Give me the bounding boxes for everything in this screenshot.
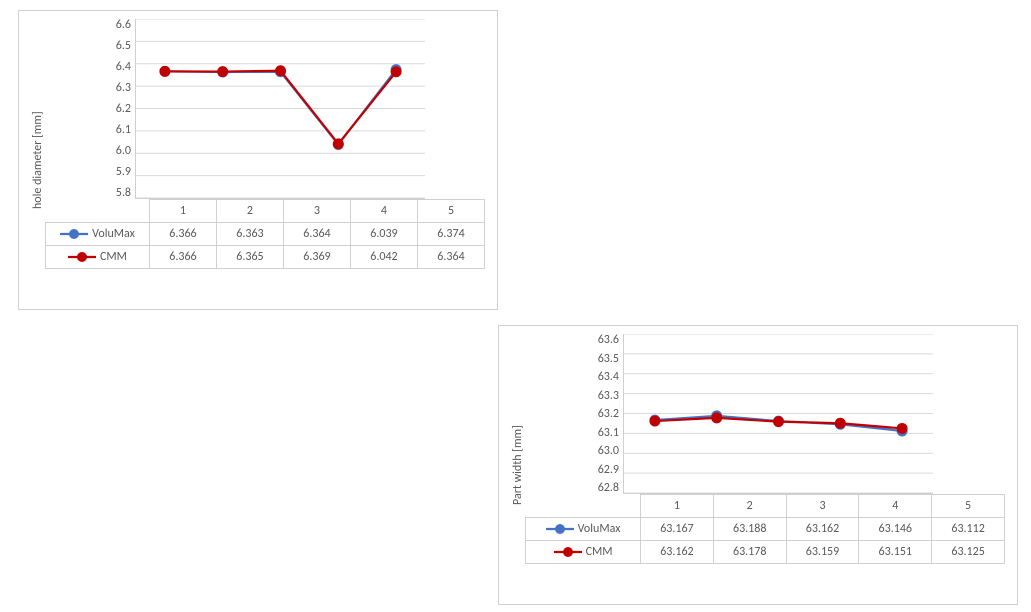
chart2-value-cell: 63.167: [641, 518, 714, 541]
chart2-category-header: 2: [713, 495, 786, 518]
chart1-ytick: 6.5: [45, 40, 131, 52]
chart1-value-cell: 6.366: [149, 223, 216, 246]
chart2-value-cell: 63.125: [932, 541, 1005, 564]
chart1-value-cell: 6.039: [350, 223, 417, 246]
chart2-panel: Part width [mm]63.663.563.463.363.263.16…: [498, 325, 1018, 605]
chart1-ytick: 5.9: [45, 166, 131, 178]
chart1-table-row: VoluMax 6.3666.3636.3646.0396.374: [46, 223, 485, 246]
chart2-ytick: 63.5: [525, 353, 619, 365]
chart2-ytick: 62.9: [525, 464, 619, 476]
chart2-ytick: 63.1: [525, 427, 619, 439]
chart2-value-cell: 63.146: [859, 518, 932, 541]
chart1-value-cell: 6.042: [350, 246, 417, 269]
chart1-ytick: 6.4: [45, 61, 131, 73]
chart1-series-line: [165, 70, 396, 145]
chart2-yticks: 63.6 63.5 63.4 63.3 63.2 63.1 63.0 62.9 62.8: [525, 334, 623, 494]
chart2-ytick: 62.8: [525, 482, 619, 494]
chart2-ytick: 63.4: [525, 371, 619, 383]
chart2-value-cell: 63.188: [713, 518, 786, 541]
chart1-plot-area: [135, 19, 425, 199]
chart1-ytick: 6.2: [45, 103, 131, 115]
chart1-panel: hole diameter [mm]6.6 6.5 6.4 6.3 6.2 6.1 6.0 5…: [18, 10, 498, 310]
chart2-value-cell: 63.162: [641, 541, 714, 564]
chart1-ytick: 5.8: [45, 187, 131, 199]
chart2-series-marker: [897, 423, 907, 433]
chart2-value-cell: 63.178: [713, 541, 786, 564]
chart1-series-name: VoluMax: [92, 227, 135, 241]
chart1-value-cell: 6.364: [417, 246, 484, 269]
chart1-value-cell: 6.374: [417, 223, 484, 246]
chart1-series-name: CMM: [100, 250, 127, 264]
chart2-value-cell: 63.151: [859, 541, 932, 564]
chart1-series-marker: [160, 66, 170, 76]
chart1-category-header: 4: [350, 200, 417, 223]
chart2-category-header: 1: [641, 495, 714, 518]
chart2-value-cell: 63.112: [932, 518, 1005, 541]
chart2-series-marker: [712, 413, 722, 423]
chart1-series-marker: [333, 139, 343, 149]
chart2-series-name: CMM: [586, 545, 613, 559]
chart2-ytick: 63.3: [525, 390, 619, 402]
chart1-value-cell: 6.369: [283, 246, 350, 269]
chart1-series-marker: [391, 67, 401, 77]
chart2-series-marker: [835, 418, 845, 428]
chart2-category-header: 3: [786, 495, 859, 518]
chart1-series-marker: [276, 66, 286, 76]
chart1-category-header: 1: [149, 200, 216, 223]
chart2-category-header: 5: [932, 495, 1005, 518]
chart1-value-cell: 6.364: [283, 223, 350, 246]
series-marker-icon: [546, 523, 574, 535]
chart1-data-table: 12345VoluMax6.3666.3636.3646.0396.374CMM…: [45, 199, 485, 269]
chart1-category-header: 5: [417, 200, 484, 223]
chart2-ytick: 63.2: [525, 408, 619, 420]
series-marker-icon: [68, 251, 96, 263]
chart2-series-marker: [650, 416, 660, 426]
chart1-legend-cell: VoluMax: [46, 223, 150, 246]
chart2-legend-cell: CMM: [526, 541, 641, 564]
chart2-category-header: 4: [859, 495, 932, 518]
chart2-table-row: CMM 63.16263.17863.15963.15163.125: [526, 541, 1005, 564]
chart2-legend-cell: VoluMax: [526, 518, 641, 541]
chart1-category-header: 3: [283, 200, 350, 223]
chart1-table-row: CMM 6.3666.3656.3696.0426.364: [46, 246, 485, 269]
chart1-series-line: [165, 71, 396, 144]
chart2-ylabel: Part width [mm]: [507, 334, 525, 596]
chart2-series-marker: [774, 417, 784, 427]
chart1-table-corner: [46, 200, 150, 223]
chart2-value-cell: 63.159: [786, 541, 859, 564]
chart1-value-cell: 6.365: [216, 246, 283, 269]
chart1-category-header: 2: [216, 200, 283, 223]
chart2-table-row: VoluMax 63.16763.18863.16263.14663.112: [526, 518, 1005, 541]
chart2-ytick: 63.6: [525, 334, 619, 346]
chart1-legend-cell: CMM: [46, 246, 150, 269]
series-marker-icon: [554, 546, 582, 558]
chart2-table-corner: [526, 495, 641, 518]
chart1-value-cell: 6.366: [149, 246, 216, 269]
chart1-series-marker: [218, 67, 228, 77]
chart2-ytick: 63.0: [525, 445, 619, 457]
chart1-ytick: 6.3: [45, 82, 131, 94]
chart1-ytick: 6.1: [45, 124, 131, 136]
chart1-value-cell: 6.363: [216, 223, 283, 246]
chart2-value-cell: 63.162: [786, 518, 859, 541]
chart1-yticks: 6.6 6.5 6.4 6.3 6.2 6.1 6.0 5.9 5.8: [45, 19, 135, 199]
chart1-ylabel: hole diameter [mm]: [27, 19, 45, 301]
chart2-plot-area: [623, 334, 933, 494]
chart1-ytick: 6.0: [45, 145, 131, 157]
chart1-ytick: 6.6: [45, 19, 131, 31]
chart2-data-table: 12345VoluMax63.16763.18863.16263.14663.1…: [525, 494, 1005, 564]
chart2-series-name: VoluMax: [578, 522, 621, 536]
series-marker-icon: [60, 228, 88, 240]
